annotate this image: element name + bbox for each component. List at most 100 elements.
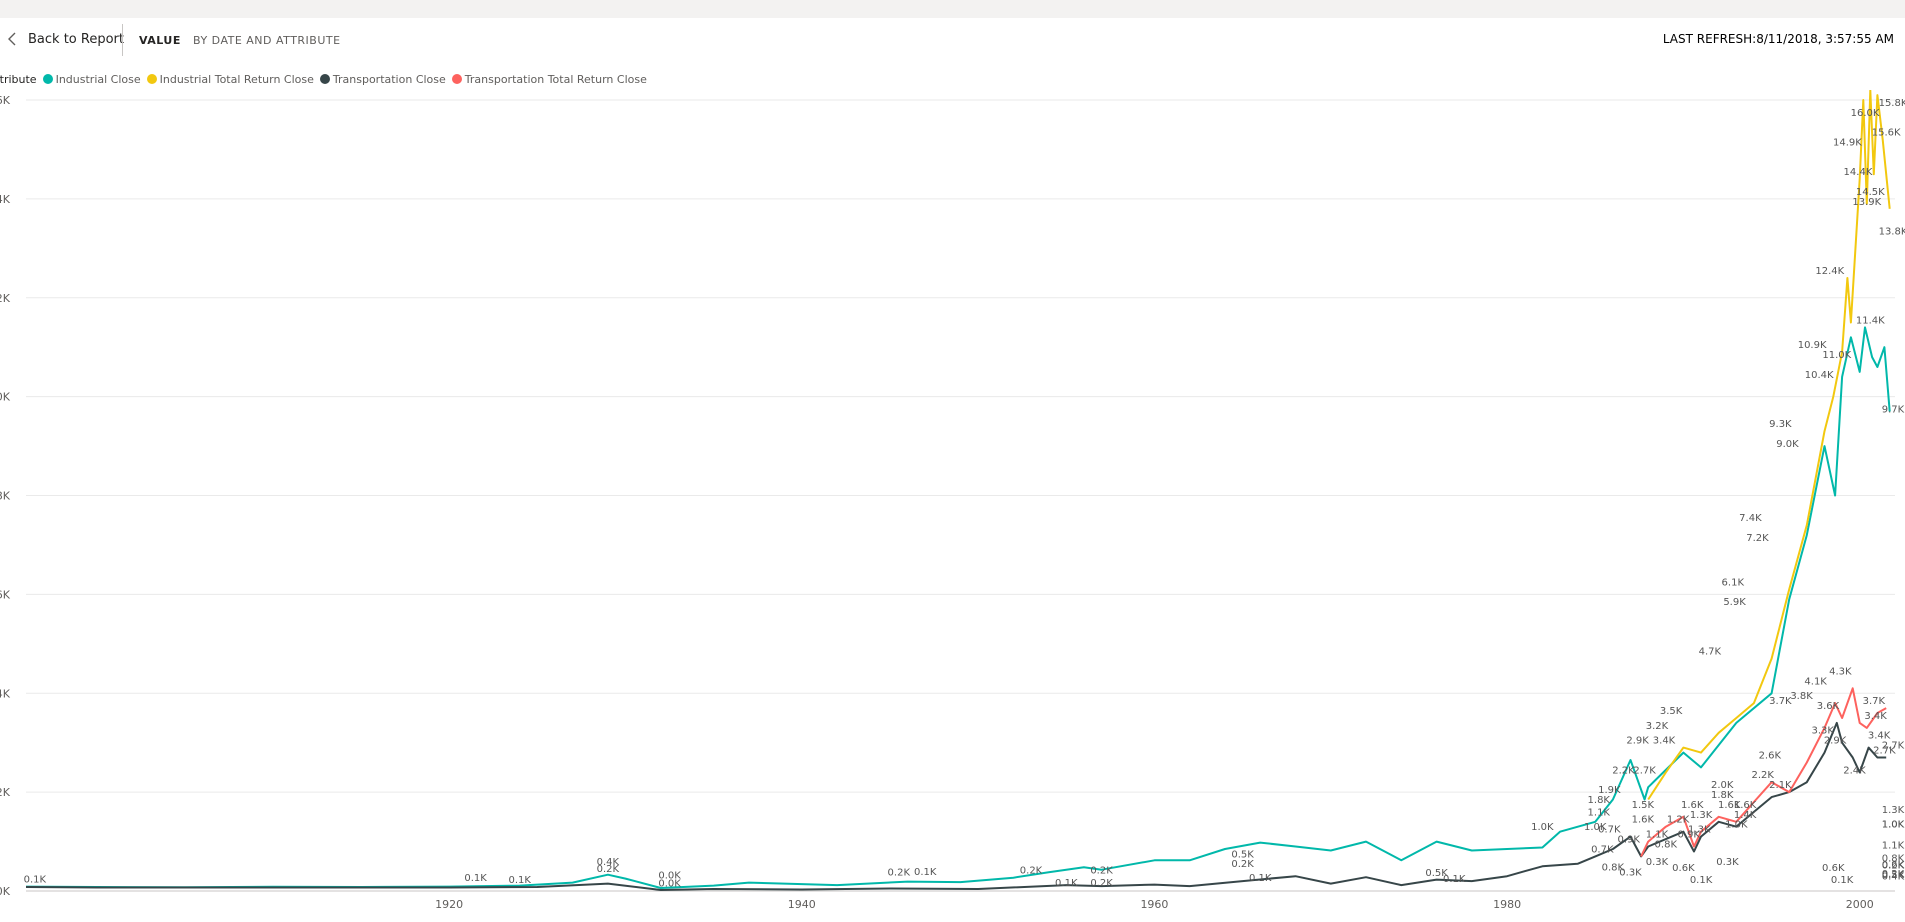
data-label: 2.2K	[1612, 765, 1635, 776]
data-label: 4.3K	[1829, 666, 1852, 677]
data-label: 0.2K	[1090, 878, 1113, 889]
data-label: 2.7K	[1873, 746, 1896, 757]
series-line-industrial-close	[25, 326, 1891, 889]
x-tick-label: 1920	[435, 898, 463, 911]
data-label: 4.1K	[1804, 676, 1827, 687]
data-label: 14.5K	[1856, 187, 1885, 198]
legend-item-transportation-total-return-close[interactable]: Transportation Total Return Close	[451, 72, 647, 86]
chart-legend: Attribute Industrial Close Industrial To…	[0, 71, 653, 87]
series-line-transportation-total-return-close	[1640, 687, 1887, 857]
top-strip	[0, 0, 1905, 18]
data-label: 2.4K	[1843, 765, 1866, 776]
legend-item-industrial-close[interactable]: Industrial Close	[42, 72, 141, 86]
back-to-report-label: Back to Report	[28, 31, 124, 47]
x-tick-label: 2000	[1846, 898, 1874, 911]
data-label: 0.8K	[1602, 863, 1625, 874]
data-label: 11.4K	[1856, 315, 1885, 326]
legend-title: Attribute	[0, 72, 37, 86]
data-label: 0.1K	[508, 875, 531, 886]
data-label: 0.1K	[1443, 874, 1466, 885]
data-label: 2.7K	[1882, 741, 1905, 752]
legend-item-industrial-total-return-close[interactable]: Industrial Total Return Close	[146, 73, 314, 86]
legend-item-transportation-close[interactable]: Transportation Close	[319, 73, 446, 86]
data-label: 6.1K	[1722, 577, 1745, 588]
data-label: 0.1K	[24, 875, 47, 886]
series-line-industrial-total-return-close	[1647, 90, 1891, 801]
data-label: 0.0K	[658, 879, 681, 890]
legend-dot-icon	[42, 74, 53, 84]
data-label: 0.1K	[1831, 875, 1854, 886]
data-label: 0.1K	[914, 867, 937, 878]
data-label: 1.1K	[1588, 807, 1611, 818]
header-divider	[122, 24, 123, 56]
data-label: 0.8K	[1655, 839, 1678, 850]
data-label: 11.0K	[1822, 350, 1851, 361]
data-label: 1.6K	[1718, 800, 1741, 811]
y-tick-label: 2K	[0, 786, 11, 799]
data-label: 0.2K	[1231, 859, 1254, 870]
data-label: 5.9K	[1723, 597, 1746, 608]
data-label: 1.4K	[1734, 810, 1757, 821]
data-label: 0.1K	[1055, 878, 1078, 889]
data-label: 2.0K	[1711, 780, 1734, 791]
data-label: 9.0K	[1776, 439, 1799, 450]
data-label: 3.4K	[1868, 731, 1891, 742]
data-label: 0.3K	[1716, 857, 1739, 868]
report-header: Back to Report VALUE BY DATE AND ATTRIBU…	[0, 18, 1905, 64]
data-label: 0.2K	[1020, 866, 1043, 877]
data-label: 0.9K	[1677, 830, 1700, 841]
data-label: 2.2K	[1752, 770, 1775, 781]
data-label: 1.5K	[1632, 800, 1655, 811]
legend-dot-icon	[319, 74, 330, 84]
data-label: 0.2K	[888, 868, 911, 879]
data-label: 10.4K	[1805, 370, 1834, 381]
data-label: 0.2K	[597, 864, 620, 875]
data-label: 7.2K	[1746, 533, 1769, 544]
data-label: 0.1K	[1690, 875, 1713, 886]
legend-label: Industrial Close	[55, 72, 141, 86]
legend-dot-icon	[451, 74, 462, 84]
data-label: 1.1K	[1882, 840, 1905, 851]
data-label: 3.4K	[1864, 711, 1887, 722]
data-label: 0.4K	[597, 857, 620, 868]
data-label: 0.5K	[1231, 849, 1254, 860]
line-chart[interactable]: 0K 2K 4K 6K 8K 10K 12K 14K 16K 1920 1940 1960 1980 20…	[0, 90, 1905, 922]
back-to-report-button[interactable]: Back to Report	[4, 30, 124, 48]
tab-value[interactable]: VALUE	[139, 34, 181, 47]
data-label: 1.8K	[1711, 790, 1734, 801]
legend-label: Transportation Total Return Close	[464, 72, 647, 86]
y-tick-label: 16K	[0, 94, 11, 107]
data-label: 1.3K	[1882, 805, 1905, 816]
data-label: 1.0K	[1584, 822, 1607, 833]
data-label: 1.2K	[1667, 815, 1690, 826]
data-label: 15.8K	[1879, 98, 1905, 109]
data-label: 2.1K	[1769, 780, 1792, 791]
data-label: 3.7K	[1769, 696, 1792, 707]
y-tick-label: 6K	[0, 588, 11, 601]
data-label: 0.7K	[1598, 825, 1621, 836]
data-label: 0.5K	[1425, 868, 1448, 879]
data-label: 1.0K	[1882, 820, 1905, 831]
data-label: 3.8K	[1790, 691, 1813, 702]
data-label: 0.5K	[1882, 870, 1905, 881]
data-label: 1.1K	[1646, 830, 1669, 841]
data-label: 0.9K	[1618, 835, 1641, 846]
data-label: 10.9K	[1798, 340, 1827, 351]
data-label: 0.8K	[1882, 853, 1905, 864]
data-label: 3.2K	[1646, 721, 1669, 732]
data-label: 0.3K	[1646, 857, 1669, 868]
data-label: 9.3K	[1769, 419, 1792, 430]
data-label: 0.1K	[464, 873, 487, 884]
data-label: 3.6K	[1817, 701, 1840, 712]
data-label: 1.0K	[1882, 820, 1905, 831]
chevron-left-icon	[8, 32, 16, 46]
data-label: 2.9K	[1626, 736, 1649, 747]
tab-by-date-and-attribute[interactable]: BY DATE AND ATTRIBUTE	[193, 34, 341, 47]
y-tick-label: 10K	[0, 391, 11, 404]
data-label: 0.3K	[1619, 868, 1642, 879]
y-tick-label: 8K	[0, 490, 11, 503]
legend-dot-icon	[146, 74, 157, 84]
y-tick-label: 14K	[0, 193, 11, 206]
data-label: 1.6K	[1681, 800, 1704, 811]
data-label: 1.8K	[1588, 795, 1611, 806]
